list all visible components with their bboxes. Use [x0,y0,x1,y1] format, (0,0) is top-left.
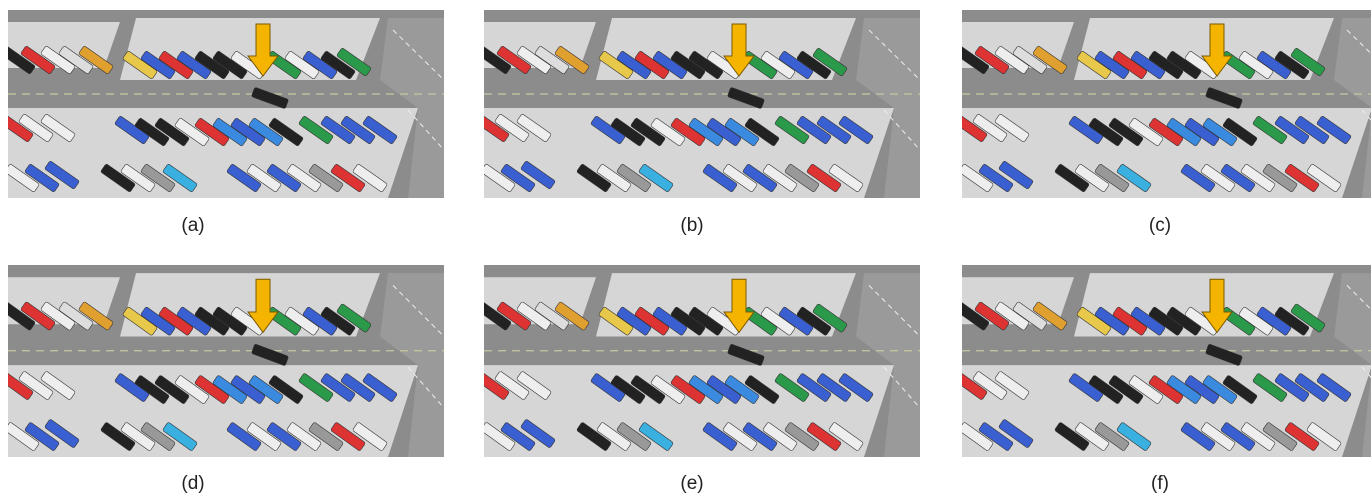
caption: (e) [680,473,704,494]
caption: (d) [181,473,205,494]
scene-image [962,265,1371,457]
scene-image [484,265,920,457]
caption: (a) [181,215,205,236]
scene-image [962,10,1371,198]
scene-image [484,10,920,198]
caption: (f) [1151,473,1169,494]
caption: (b) [680,215,704,236]
caption: (c) [1148,215,1172,236]
scene-image [8,10,444,198]
scene-image [8,265,444,457]
